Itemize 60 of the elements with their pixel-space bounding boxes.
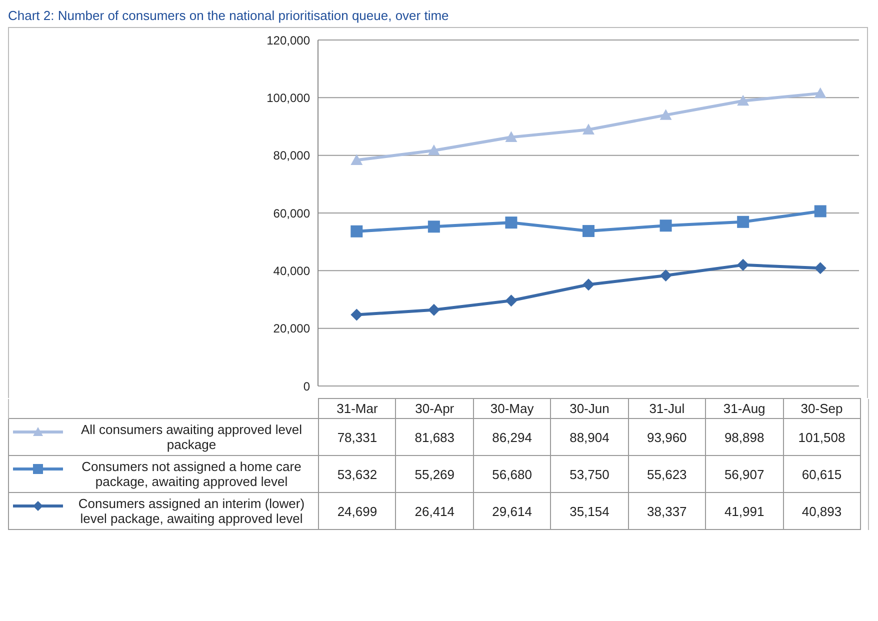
legend-label: Consumers assigned an interim (lower) level package, awaiting approved level [77,496,306,526]
point [737,258,750,271]
data-label: 26,414 [396,492,474,530]
y-tick-label: 60,000 [273,206,310,220]
point [350,225,363,238]
point [428,220,440,233]
y-tick-label: 40,000 [273,264,310,278]
data-label: 35,154 [550,492,628,530]
point [350,308,363,321]
data-label: 53,750 [550,456,628,492]
data-label: 55,623 [628,456,706,492]
point [505,216,518,229]
data-label: 56,680 [473,456,551,492]
data-label: 98,898 [706,418,784,456]
data-label: 86,294 [473,418,551,456]
data-label: 55,269 [396,456,474,492]
point [814,87,826,98]
y-tick-label: 0 [303,379,310,394]
y-tick-label: 20,000 [273,322,310,336]
x-tick-label: 31-Jul [628,398,706,418]
data-label: 81,683 [396,418,474,456]
data-label: 101,508 [783,418,860,456]
point [737,216,750,228]
data-label: 40,893 [783,492,860,530]
data-label: 60,615 [783,456,860,492]
point [505,294,518,307]
x-tick-label: 31-Mar [318,398,396,418]
legend-label: All consumers awaiting approved level package [80,422,304,452]
data-label: 38,337 [628,492,706,530]
point [350,154,363,165]
point [428,304,440,316]
point [737,94,750,106]
x-tick-label: 31-Aug [706,398,784,418]
point [814,262,826,274]
point [660,220,672,232]
point [582,225,594,238]
data-label: 24,699 [318,492,396,530]
data-label: 78,331 [318,418,396,456]
data-label: 88,904 [550,418,628,456]
data-label: 29,614 [473,492,551,530]
point [505,131,518,142]
x-tick-label: 30-May [473,398,551,418]
data-label: 41,991 [706,492,784,530]
point [814,205,826,218]
legend-label: Consumers not assigned a home care package, awaiting approved level [80,459,302,489]
x-tick-label: 30-Jun [550,398,628,418]
point [582,278,594,291]
data-label: 53,632 [318,456,396,492]
y-tick-label: 120,000 [266,33,310,48]
point [660,269,672,282]
x-tick-label: 30-Apr [396,398,474,418]
chart-title: Chart 2: Number of consumers on the national prioritisation queue, over time [8,8,450,23]
point [428,144,440,156]
y-tick-label: 100,000 [266,90,310,105]
x-tick-label: 30-Sep [783,398,860,418]
point [660,109,672,120]
data-label: 56,907 [706,456,784,492]
y-tick-label: 80,000 [273,148,310,163]
data-label: 93,960 [628,418,706,456]
point [582,124,594,134]
